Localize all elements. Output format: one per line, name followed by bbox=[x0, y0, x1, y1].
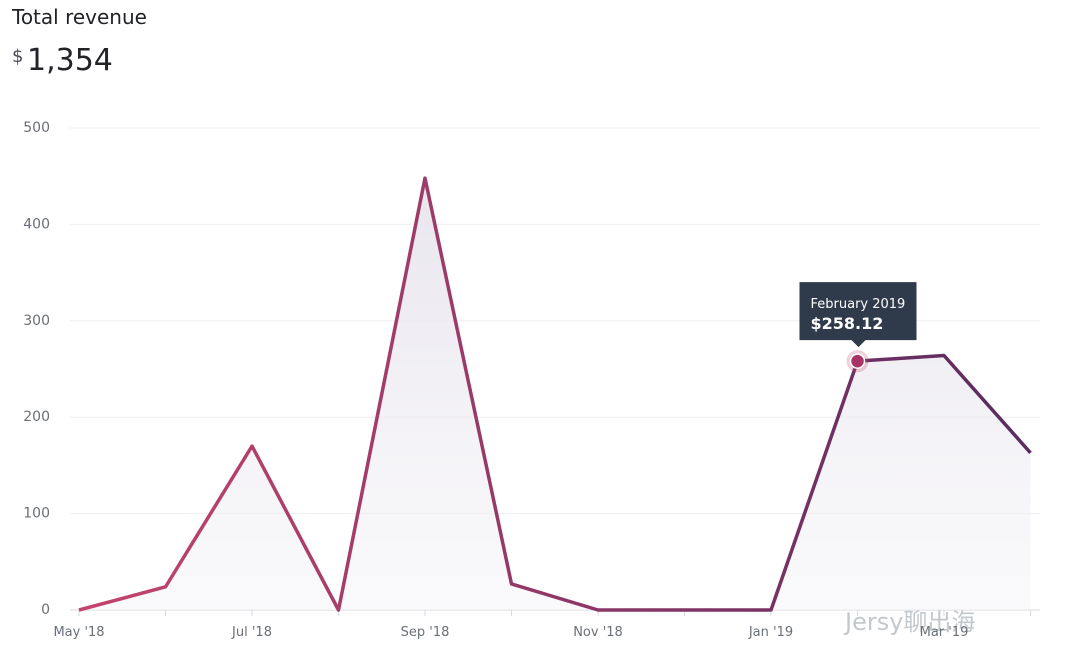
x-tick-label: Mar '19 bbox=[920, 625, 969, 640]
title: Total revenue bbox=[11, 5, 147, 29]
y-tick-label: 100 bbox=[23, 506, 50, 522]
currency: $ bbox=[12, 46, 23, 67]
tooltip-value: $258.12 bbox=[811, 314, 884, 333]
x-tick-label: Jan '19 bbox=[748, 625, 793, 640]
x-tick-label: Jul '18 bbox=[231, 625, 272, 640]
line bbox=[78, 176, 1032, 612]
watermark: Jersy聊出海 bbox=[843, 608, 975, 636]
point bbox=[849, 353, 866, 369]
x-tick-label: Sep '18 bbox=[401, 625, 450, 640]
tooltip-title: February 2019 bbox=[811, 297, 906, 312]
y-tick-label: 0 bbox=[41, 602, 50, 618]
tooltip-box bbox=[799, 282, 917, 348]
x-tick-label: May '18 bbox=[53, 625, 104, 640]
y-tick-label: 400 bbox=[23, 216, 50, 232]
y-tick-label: 500 bbox=[23, 120, 50, 136]
y-tick-label: 300 bbox=[23, 313, 50, 329]
total: 1,354 bbox=[27, 43, 113, 78]
x-tick-label: Nov '18 bbox=[573, 625, 623, 640]
area bbox=[79, 178, 1031, 611]
y-tick-label: 200 bbox=[23, 409, 50, 425]
